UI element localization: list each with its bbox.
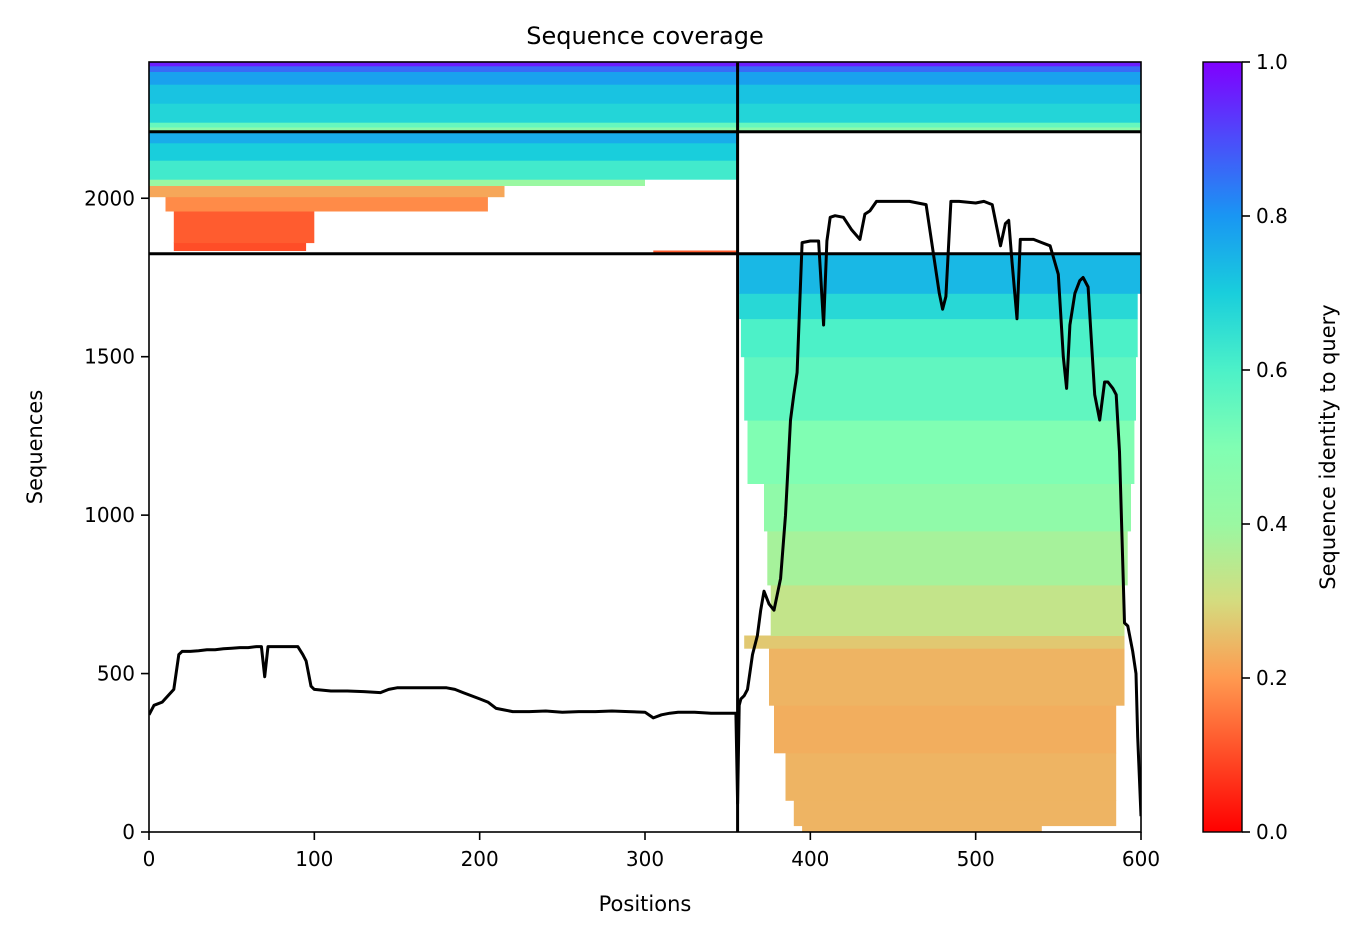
colorbar-label: Sequence identity to query [1316,304,1340,589]
colorbar-ticks: 0.0 0.2 0.4 0.6 0.8 1.0 [1242,50,1288,844]
x-tick-label: 0 [143,847,156,871]
coverage-band [149,142,738,161]
coverage-band [149,127,1141,133]
y-tick-label: 500 [97,662,135,686]
x-axis: 0 100 200 300 400 500 600 [143,832,1160,871]
coverage-band [739,253,1141,294]
coverage-band [173,242,307,251]
coverage-band [769,648,1125,706]
coverage-band [774,705,1117,754]
coverage-band [149,103,1141,123]
colorbar-tick-label: 0.0 [1256,820,1288,844]
x-tick-label: 600 [1122,847,1160,871]
colorbar-tick-label: 1.0 [1256,50,1288,74]
y-tick-label: 0 [122,820,135,844]
coverage-band [767,531,1128,586]
block-paired [149,62,1141,133]
x-tick-label: 300 [626,847,664,871]
colorbar: 0.0 0.2 0.4 0.6 0.8 1.0 Sequence identity to … [1202,50,1340,844]
coverage-line [149,199,1141,817]
coverage-band [802,825,1042,832]
colorbar-tick-label: 0.2 [1256,666,1288,690]
plot-area [149,62,1141,832]
coverage-band [149,131,738,144]
coverage-band [149,65,1141,72]
y-axis: 0 500 1000 1500 2000 [84,186,149,844]
x-tick-label: 200 [461,847,499,871]
coverage-band [165,196,488,212]
coverage-band [785,752,1117,801]
colorbar-gradient [1202,61,1243,833]
y-tick-label: 1500 [84,345,135,369]
colorbar-tick-label: 0.6 [1256,358,1288,382]
coverage-band [149,185,505,198]
chart-title: Sequence coverage [526,22,763,50]
coverage-band [149,84,1141,104]
coverage-band [747,420,1135,484]
coverage-band [770,584,1125,636]
x-tick-label: 400 [791,847,829,871]
block-chain-A-only [149,131,738,255]
coverage-band [744,635,1125,649]
coverage-band [793,800,1117,827]
coverage-band [149,71,1141,85]
y-tick-label: 1000 [84,503,135,527]
x-tick-label: 100 [295,847,333,871]
coverage-band [744,356,1136,421]
y-tick-label: 2000 [84,186,135,210]
y-axis-label: Sequences [23,390,47,505]
coverage-band [173,210,315,244]
coverage-band [149,62,1141,67]
colorbar-tick-label: 0.8 [1256,204,1288,228]
coverage-band [149,122,1141,128]
coverage-band [764,483,1131,532]
colorbar-tick-label: 0.4 [1256,512,1288,536]
coverage-band [149,160,738,180]
coverage-band [149,179,645,186]
coverage-band [740,318,1138,358]
block-boundaries [149,62,1141,832]
x-axis-label: Positions [599,892,692,916]
x-tick-label: 500 [957,847,995,871]
